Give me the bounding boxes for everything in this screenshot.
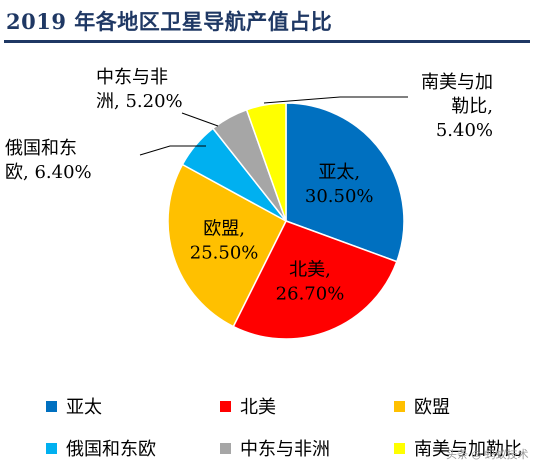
title-underline <box>4 40 530 43</box>
legend-swatch <box>220 400 231 412</box>
legend-swatch <box>46 442 57 454</box>
data-label-asia-pacific: 亚太, 30.50% <box>305 162 374 207</box>
legend-label: 欧盟 <box>414 397 450 418</box>
legend-item-eu: 欧盟 <box>394 393 526 419</box>
data-label-north-america: 北美, 26.70% <box>276 259 345 304</box>
data-label-eu: 欧盟, 25.50% <box>190 218 259 263</box>
legend-label: 南美与加勒比 <box>414 439 522 460</box>
legend-label: 中东与非洲 <box>240 439 330 460</box>
legend-label: 俄国和东欧 <box>66 439 156 460</box>
legend-label: 亚太 <box>66 397 102 418</box>
data-label-russia-eastern-europe: 俄国和东欧, 6.40% <box>5 138 92 183</box>
chart-title: 2019 年各地区卫星导航产值占比 <box>6 9 333 34</box>
legend-item-north-america: 北美 <box>220 393 394 419</box>
data-labels: 亚太, 30.50% 北美, 26.70% 欧盟, 25.50% 俄国和东欧, 6.40%中… <box>5 67 493 304</box>
legend-swatch <box>394 400 405 412</box>
data-label-south-america-caribbean: 南美与加勒比, 5.40% <box>421 72 493 141</box>
legend-swatch <box>220 442 231 454</box>
pie-slice-south-america-caribbean <box>245 102 287 222</box>
legend-swatch <box>394 442 405 454</box>
legend: 亚太 北美 欧盟 俄国和东欧 中东与非洲 南美与加勒比 <box>46 393 526 461</box>
pie-slices <box>167 102 405 340</box>
pie-chart: 亚太, 30.50% 北美, 26.70% 欧盟, 25.50% 俄国和东欧, 6.40%中… <box>5 67 493 340</box>
legend-item-south-america-caribbean: 南美与加勒比 <box>394 435 526 461</box>
legend-item-asia-pacific: 亚太 <box>46 393 220 419</box>
watermark: 头条 ◎ 蚂蚁技术 <box>446 448 529 461</box>
leader-line-south-america-caribbean <box>263 96 408 104</box>
data-label-middle-east-africa: 中东与非洲, 5.20% <box>96 67 183 112</box>
pie-slice-north-america <box>232 220 398 340</box>
legend-label: 北美 <box>240 397 276 418</box>
leader-lines <box>139 96 408 156</box>
legend-swatch <box>46 400 57 412</box>
legend-item-middle-east-africa: 中东与非洲 <box>220 435 394 461</box>
leader-line-russia-eastern-europe <box>139 145 206 156</box>
leader-line-middle-east-africa <box>181 112 219 127</box>
legend-item-russia-eastern-europe: 俄国和东欧 <box>46 435 220 461</box>
pie-slice-asia-pacific <box>285 102 405 263</box>
